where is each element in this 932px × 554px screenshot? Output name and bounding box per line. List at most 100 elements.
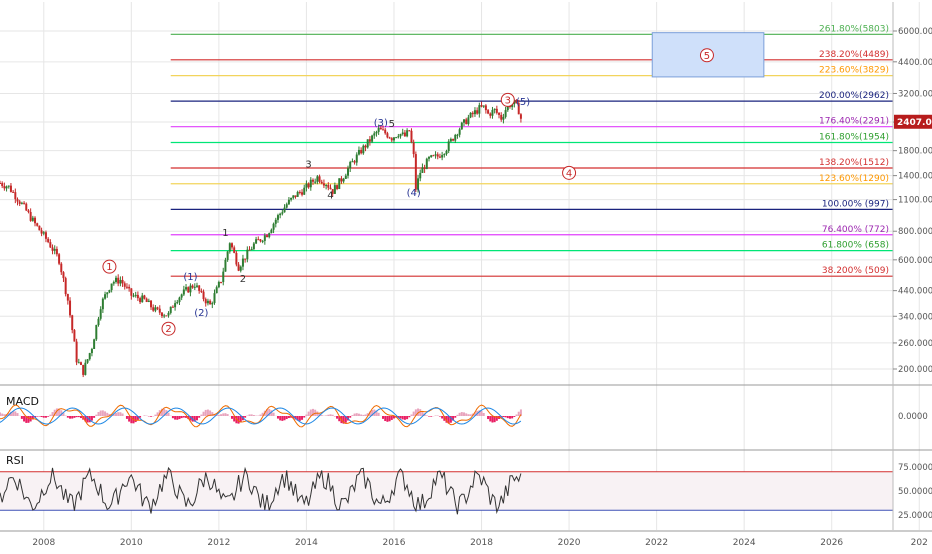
candle-body: [111, 284, 113, 290]
price-axis-tick-label: 4400.000: [898, 58, 932, 68]
candle-body: [520, 114, 522, 118]
macd-histogram-bar: [316, 412, 318, 416]
price-axis-tick-label: 340.000: [898, 312, 932, 322]
macd-histogram-bar: [459, 413, 461, 416]
macd-histogram-bar: [463, 412, 465, 416]
macd-histogram-bar: [406, 416, 408, 419]
macd-histogram-bar: [321, 415, 323, 416]
macd-histogram-bar: [128, 416, 130, 422]
macd-histogram-bar: [253, 415, 255, 416]
macd-histogram-bar: [284, 416, 286, 420]
macd-histogram-bar: [513, 416, 515, 417]
candle-body: [159, 309, 161, 313]
candle-body: [65, 278, 67, 294]
rsi-title: RSI: [6, 454, 24, 467]
macd-histogram-bar: [516, 414, 518, 416]
candle-body: [224, 260, 226, 272]
macd-histogram-bar: [277, 416, 279, 419]
candle-body: [174, 303, 176, 307]
time-axis-tick-label: 2014: [295, 538, 318, 548]
candle-body: [382, 129, 384, 130]
macd-histogram-bar: [489, 416, 491, 421]
candle-body: [200, 291, 202, 292]
time-axis-tick-label: 2016: [383, 538, 406, 548]
price-axis-tick-label: 3200.000: [898, 89, 932, 99]
candle-body: [470, 113, 472, 118]
macd-histogram-bar: [336, 416, 338, 419]
candle-body: [358, 150, 360, 155]
macd-histogram-bar: [1, 414, 3, 416]
price-axis-tick-label: 1100.000: [898, 196, 932, 206]
candle-body: [119, 280, 121, 284]
candle-body: [233, 247, 235, 253]
candle-body: [91, 349, 93, 353]
candle-body: [404, 133, 406, 137]
candle-body: [327, 185, 329, 188]
candle-body: [432, 155, 434, 156]
candle-body: [454, 135, 456, 141]
candle-body: [89, 353, 91, 359]
candle-body: [491, 110, 493, 116]
candle-body: [82, 365, 84, 375]
candle-body: [126, 287, 128, 288]
candle-body: [76, 342, 78, 363]
macd-histogram-bar: [456, 415, 458, 416]
candle-body: [128, 287, 130, 289]
candle-body: [6, 187, 8, 189]
candle-body: [170, 307, 172, 313]
macd-histogram-bar: [43, 416, 45, 418]
macd-histogram-bar: [329, 414, 331, 416]
candle-body: [25, 204, 27, 211]
candle-body: [172, 307, 174, 308]
macd-histogram-bar: [122, 414, 124, 416]
candle-body: [415, 154, 417, 190]
candle-body: [430, 155, 432, 157]
candle-body: [1, 183, 3, 186]
candle-body: [60, 264, 62, 273]
candle-body: [249, 250, 251, 251]
candle-body: [437, 154, 439, 156]
candle-body: [354, 161, 356, 162]
macd-histogram-bar: [441, 416, 443, 418]
fib-label: 138.20%(1512): [819, 158, 889, 168]
time-axis-tick-label: 2010: [120, 538, 143, 548]
macd-histogram-bar: [41, 416, 43, 417]
macd-histogram-bar: [0, 412, 1, 416]
candle-body: [365, 146, 367, 148]
macd-histogram-bar: [231, 416, 233, 419]
macd-histogram-bar: [481, 411, 483, 416]
price-axis-tick-label: 800.000: [898, 227, 932, 237]
candle-body: [45, 232, 47, 239]
macd-histogram-bar: [505, 416, 507, 417]
candle-body: [222, 272, 224, 282]
candle-body: [108, 290, 110, 292]
candle-body: [373, 133, 375, 135]
candle-body: [297, 192, 299, 197]
candle-body: [456, 135, 458, 136]
candle-body: [238, 264, 240, 270]
candle-body: [310, 180, 312, 187]
macd-histogram-bar: [102, 410, 104, 416]
macd-histogram-bar: [305, 415, 307, 416]
candle-body: [259, 239, 261, 241]
macd-histogram-bar: [327, 415, 329, 416]
candle-body: [141, 295, 143, 302]
candle-body: [38, 226, 40, 231]
candle-body: [375, 132, 377, 133]
time-axis-tick-label: 2008: [32, 538, 55, 548]
macd-histogram-bar: [205, 410, 207, 416]
macd-histogram-bar: [382, 416, 384, 419]
candle-body: [386, 133, 388, 137]
candle-body: [100, 309, 102, 319]
candle-body: [152, 307, 154, 310]
candle-body: [279, 214, 281, 215]
candle-body: [181, 294, 183, 297]
macd-histogram-bar: [288, 416, 290, 418]
candle-body: [187, 287, 189, 292]
fib-label: 76.400% (772): [822, 225, 889, 235]
candle-body: [165, 315, 167, 316]
macd-title: MACD: [6, 395, 39, 408]
